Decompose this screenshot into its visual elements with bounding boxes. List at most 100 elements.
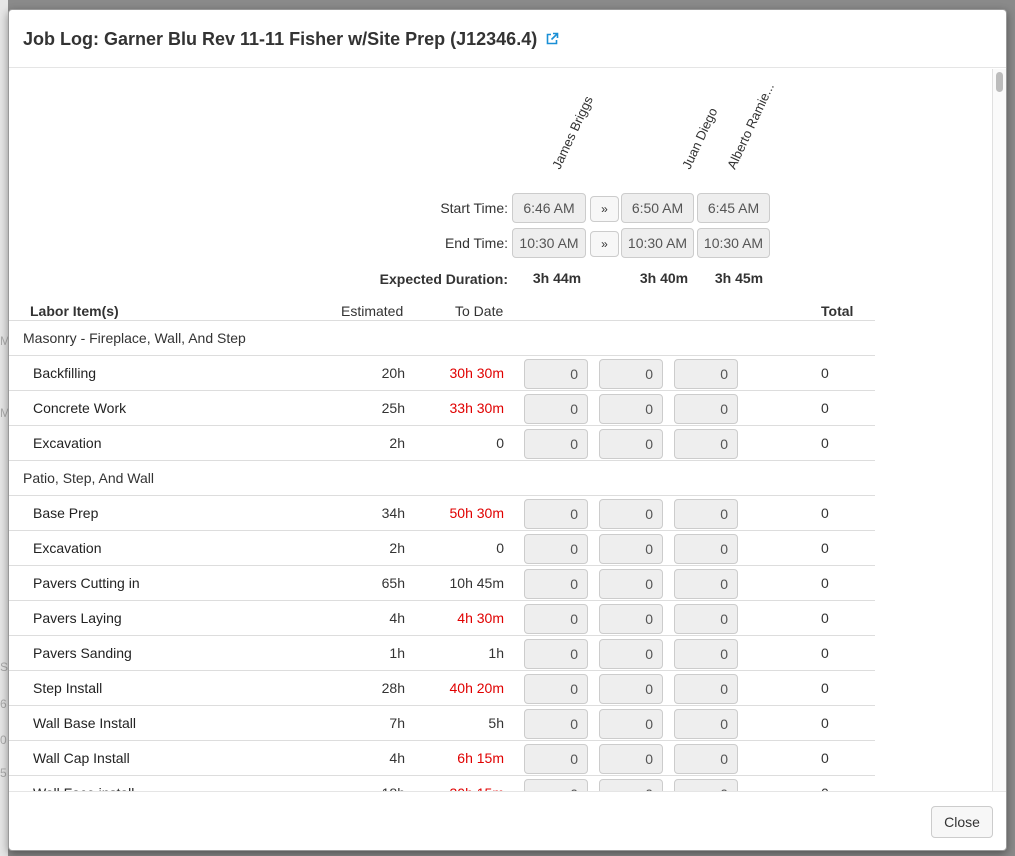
group-name: Masonry - Fireplace, Wall, And Step — [23, 330, 246, 346]
table-row: Wall Base Install 7h 5h 0 0 0 0 — [9, 705, 875, 740]
labor-item-name: Pavers Cutting in — [33, 575, 140, 591]
to-date-column-header: To Date — [455, 303, 504, 319]
hours-input[interactable]: 0 — [599, 359, 663, 389]
hours-input[interactable]: 0 — [524, 709, 588, 739]
hours-input[interactable]: 0 — [599, 394, 663, 424]
table-row: Step Install 28h 40h 20m 0 0 0 0 — [9, 670, 875, 705]
hours-input[interactable]: 0 — [599, 639, 663, 669]
to-date-hours: 30h 30m — [449, 365, 504, 381]
table-row: Concrete Work 25h 33h 30m 0 0 0 0 — [9, 390, 875, 425]
estimated-hours: 65h — [381, 575, 405, 591]
hours-input[interactable]: 0 — [674, 534, 738, 564]
labor-item-name: Excavation — [33, 435, 102, 451]
close-button[interactable]: Close — [931, 806, 993, 838]
hours-input[interactable]: 0 — [674, 394, 738, 424]
end-time-field[interactable]: 10:30 AM — [512, 228, 586, 258]
start-time-label: Start Time: — [440, 200, 508, 216]
labor-items-column-header: Labor Item(s) — [30, 303, 119, 319]
hours-input[interactable]: 0 — [524, 674, 588, 704]
table-row: Pavers Sanding 1h 1h 0 0 0 0 — [9, 635, 875, 670]
table-row: Backfilling 20h 30h 30m 0 0 0 0 — [9, 355, 875, 390]
table-row: Base Prep 34h 50h 30m 0 0 0 0 — [9, 495, 875, 530]
copy-end-time-button[interactable]: » — [590, 231, 619, 257]
row-total: 0 — [821, 435, 829, 451]
row-total: 0 — [821, 715, 829, 731]
labor-item-name: Base Prep — [33, 505, 99, 521]
hours-input[interactable]: 0 — [524, 534, 588, 564]
hours-input[interactable]: 0 — [674, 744, 738, 774]
to-date-hours: 10h 45m — [449, 575, 504, 591]
row-total: 0 — [821, 400, 829, 416]
estimated-hours: 2h — [389, 435, 405, 451]
hours-input[interactable]: 0 — [524, 569, 588, 599]
hours-input[interactable]: 0 — [524, 744, 588, 774]
dialog-title-text: Job Log: Garner Blu Rev 11-11 Fisher w/S… — [23, 29, 538, 49]
table-row: Pavers Cutting in 65h 10h 45m 0 0 0 0 — [9, 565, 875, 600]
background-text: 6 — [0, 697, 7, 711]
copy-start-time-button[interactable]: » — [590, 196, 619, 222]
hours-input[interactable]: 0 — [599, 604, 663, 634]
end-time-field[interactable]: 10:30 AM — [621, 228, 694, 258]
estimated-hours: 25h — [381, 400, 405, 416]
hours-input[interactable]: 0 — [674, 429, 738, 459]
expected-duration-value: 3h 45m — [714, 270, 764, 286]
hours-input[interactable]: 0 — [674, 639, 738, 669]
hours-input[interactable]: 0 — [599, 779, 663, 791]
hours-input[interactable]: 0 — [599, 569, 663, 599]
table-row: Wall Cap Install 4h 6h 15m 0 0 0 0 — [9, 740, 875, 775]
background-text: M — [0, 334, 10, 348]
hours-input[interactable]: 0 — [524, 639, 588, 669]
estimated-hours: 18h — [382, 776, 405, 791]
labor-item-name: Backfilling — [33, 365, 97, 381]
labor-item-name: Concrete Work — [33, 400, 127, 416]
hours-input[interactable]: 0 — [524, 359, 588, 389]
labor-item-name: Wall Cap Install — [33, 750, 130, 766]
hours-input[interactable]: 0 — [674, 709, 738, 739]
hours-input[interactable]: 0 — [524, 604, 588, 634]
row-total: 0 — [821, 776, 829, 791]
hours-input[interactable]: 0 — [524, 429, 588, 459]
dialog-body: James Briggs Juan Diego Alberto Ramie...… — [9, 69, 1006, 791]
hours-input[interactable]: 0 — [599, 674, 663, 704]
start-time-field[interactable]: 6:50 AM — [621, 193, 694, 223]
hours-input[interactable]: 0 — [599, 744, 663, 774]
hours-input[interactable]: 0 — [674, 604, 738, 634]
hours-input[interactable]: 0 — [674, 499, 738, 529]
estimated-hours: 2h — [389, 540, 405, 556]
row-total: 0 — [821, 505, 829, 521]
hours-input[interactable]: 0 — [524, 394, 588, 424]
hours-input[interactable]: 0 — [674, 569, 738, 599]
external-link-icon[interactable] — [545, 30, 559, 51]
scrollbar[interactable] — [992, 69, 1006, 791]
worker-name-header: James Briggs — [549, 93, 596, 172]
hours-input[interactable]: 0 — [524, 779, 588, 791]
hours-input[interactable]: 0 — [674, 779, 738, 791]
start-time-field[interactable]: 6:45 AM — [697, 193, 770, 223]
hours-input[interactable]: 0 — [599, 534, 663, 564]
end-time-field[interactable]: 10:30 AM — [697, 228, 770, 258]
labor-item-name: Excavation — [33, 540, 102, 556]
hours-input[interactable]: 0 — [674, 359, 738, 389]
row-total: 0 — [821, 680, 829, 696]
estimated-hours: 20h — [381, 365, 405, 381]
group-name: Patio, Step, And Wall — [23, 470, 154, 486]
hours-input[interactable]: 0 — [524, 499, 588, 529]
to-date-hours: 4h 30m — [457, 610, 504, 626]
expected-duration-label: Expected Duration: — [379, 271, 508, 287]
estimated-hours: 1h — [389, 645, 405, 661]
hours-input[interactable]: 0 — [599, 499, 663, 529]
table-row: Excavation 2h 0 0 0 0 0 — [9, 425, 875, 460]
start-time-field[interactable]: 6:46 AM — [512, 193, 586, 223]
scrollbar-thumb[interactable] — [996, 72, 1003, 92]
hours-input[interactable]: 0 — [599, 429, 663, 459]
hours-input[interactable]: 0 — [599, 709, 663, 739]
labor-item-name: Pavers Sanding — [33, 645, 132, 661]
estimated-hours: 34h — [381, 505, 405, 521]
table-row: Excavation 2h 0 0 0 0 0 — [9, 530, 875, 565]
row-total: 0 — [821, 750, 829, 766]
hours-input[interactable]: 0 — [674, 674, 738, 704]
estimated-hours: 4h — [389, 750, 405, 766]
to-date-hours: 30h 15m — [450, 776, 504, 791]
labor-item-name: Step Install — [33, 680, 103, 696]
